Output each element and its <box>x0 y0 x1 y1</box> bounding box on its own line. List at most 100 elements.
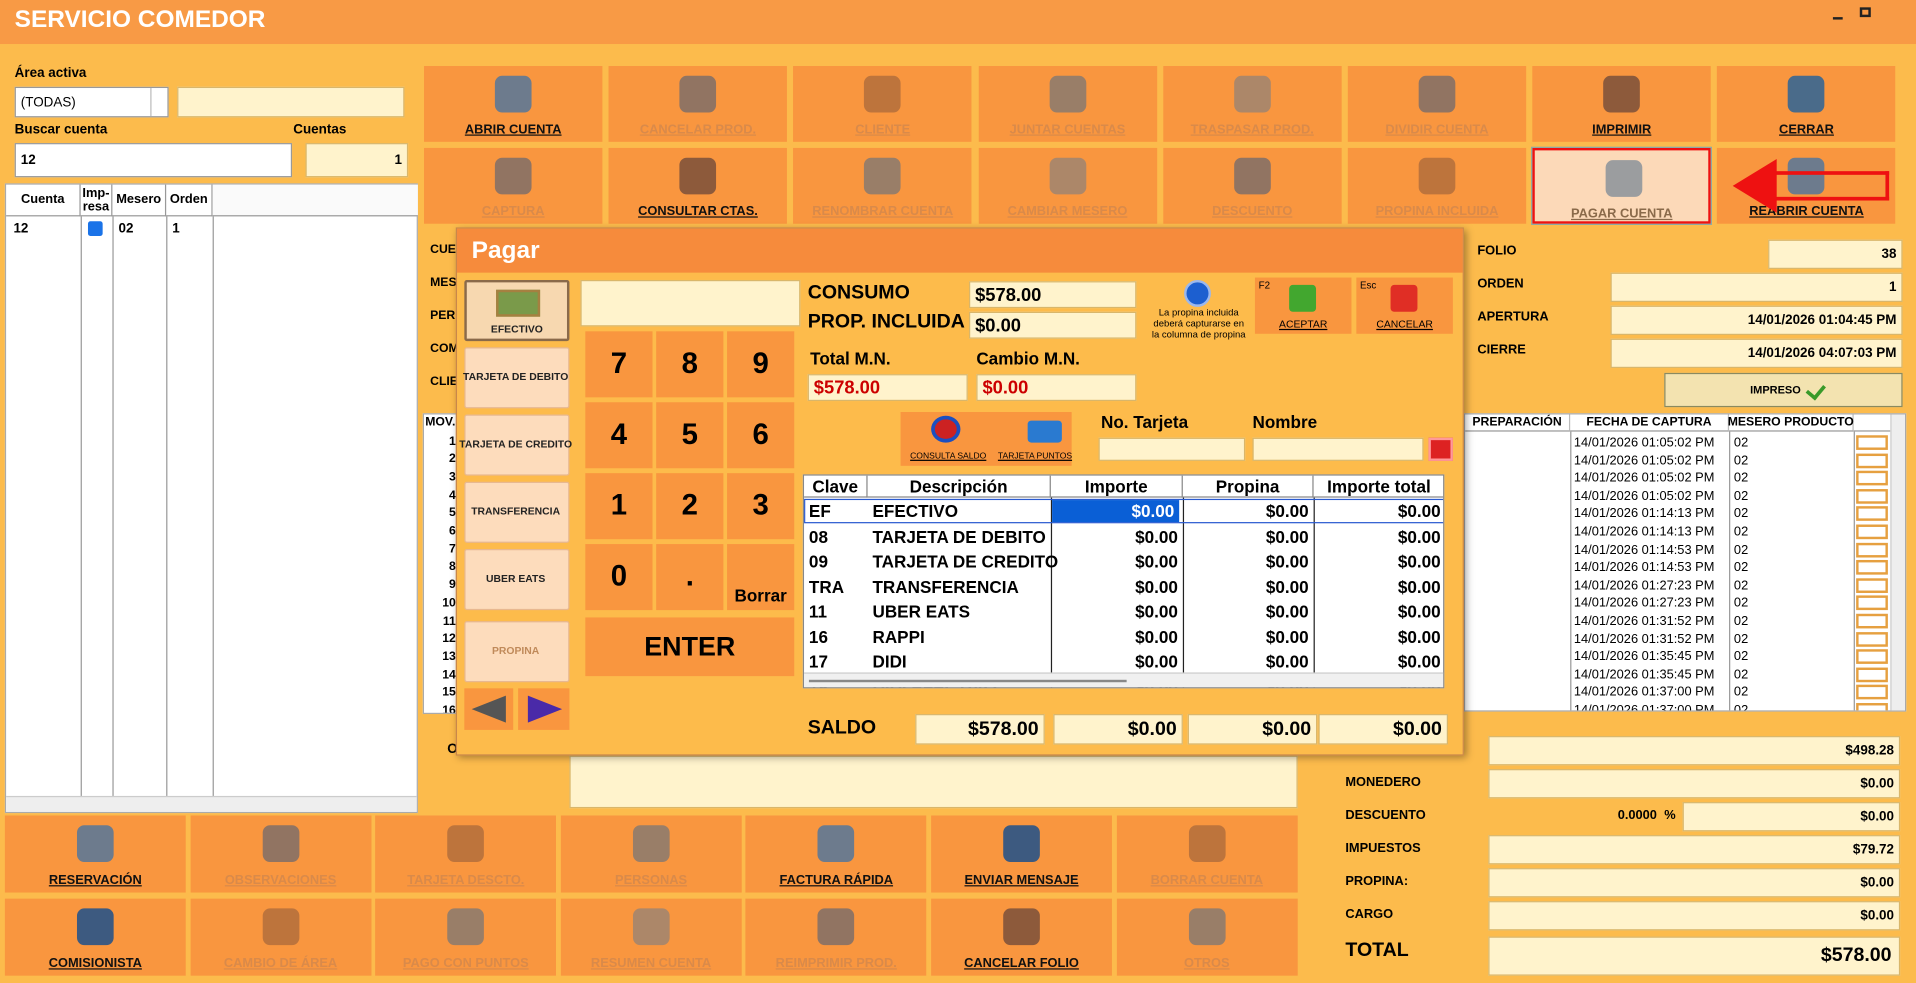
payment-method-button[interactable]: TRANSFERENCIA <box>464 481 570 543</box>
keypad-key[interactable]: . <box>656 544 724 611</box>
search-input[interactable]: 12 <box>14 143 293 178</box>
info-value: 14/01/2026 01:04:45 PM <box>1610 305 1903 336</box>
cell: 02 <box>1733 560 1749 575</box>
cell: $0.00 <box>1265 626 1309 647</box>
toolbar-button[interactable]: PAGO CON PUNTOS <box>375 898 557 976</box>
keypad-key[interactable]: 8 <box>656 331 724 398</box>
keypad-key[interactable]: 7 <box>585 331 653 398</box>
row-box <box>1856 649 1888 665</box>
keypad-key[interactable]: 5 <box>656 402 724 469</box>
impreso-label: IMPRESO <box>1750 383 1801 397</box>
toolbar-button[interactable]: RESUMEN CUENTA <box>560 898 742 976</box>
info-label: ORDEN <box>1477 276 1524 291</box>
button-icon <box>76 825 114 862</box>
row-box <box>1856 667 1888 682</box>
payment-method-button[interactable]: UBER EATS <box>464 548 570 611</box>
toolbar-button[interactable]: COMISIONISTA <box>4 898 186 976</box>
toolbar-button[interactable]: OTROS <box>1116 898 1298 976</box>
toolbar-button[interactable]: TRASPASAR PROD. <box>1163 66 1342 142</box>
amount-input[interactable] <box>580 279 801 327</box>
toolbar-button[interactable]: CAMBIAR MESERO <box>978 147 1157 224</box>
mov-row: 6 <box>448 524 456 538</box>
annotation-arrow-body <box>1774 171 1890 201</box>
toolbar-button[interactable]: BORRAR CUENTA <box>1116 815 1298 893</box>
toolbar-button[interactable]: CANCELAR PROD. <box>608 66 788 142</box>
toolbar-button[interactable]: RENOMBRAR CUENTA <box>793 147 972 224</box>
impreso-button[interactable]: IMPRESO <box>1664 372 1903 408</box>
toolbar-button[interactable]: IMPRIMIR <box>1532 66 1711 142</box>
enter-key[interactable]: ENTER <box>585 617 795 677</box>
nombre-input[interactable] <box>1252 437 1424 461</box>
total-value-text: $0.00 <box>1860 875 1895 891</box>
dialog-title: Pagar <box>471 236 540 264</box>
toolbar-button[interactable]: TARJETA DESCTO. <box>375 815 557 893</box>
keypad-key[interactable]: Borrar <box>727 544 795 611</box>
toolbar-button[interactable]: CONSULTAR CTAS. <box>608 147 788 224</box>
clear-card-button[interactable] <box>1428 437 1453 461</box>
toolbar-button[interactable]: ENVIAR MENSAJE <box>931 815 1112 893</box>
payment-method-button[interactable]: EFECTIVO <box>464 279 570 342</box>
cell: 08 <box>808 526 828 546</box>
cell: 02 <box>1733 649 1749 665</box>
payment-method-button[interactable]: PROPINA <box>464 621 570 683</box>
keypad-key[interactable]: 1 <box>585 473 653 540</box>
keypad-key[interactable]: 4 <box>585 402 653 469</box>
info-value: 14/01/2026 04:07:03 PM <box>1610 338 1903 369</box>
button-label: REABRIR CUENTA <box>1749 204 1864 219</box>
button-icon <box>1233 157 1271 195</box>
toolbar-button[interactable]: DESCUENTO <box>1163 147 1342 224</box>
info-label: FOLIO <box>1477 243 1517 258</box>
toolbar-button[interactable]: CAMBIO DE ÁREA <box>190 898 371 976</box>
cell: $0.00 <box>1397 551 1441 571</box>
toolbar-button[interactable]: CERRAR <box>1717 66 1896 142</box>
toolbar-button[interactable]: CANCELAR FOLIO <box>931 898 1112 976</box>
form-label: CLIE <box>430 375 458 389</box>
keypad-key[interactable]: 3 <box>727 473 795 540</box>
saldo-value: $0.00 <box>1127 718 1177 740</box>
mov-row: 9 <box>448 578 456 592</box>
payment-method-button[interactable]: TARJETA DE CREDITO <box>459 414 572 476</box>
toolbar-button[interactable]: FACTURA RÁPIDA <box>745 815 927 893</box>
button-label: IMPRIMIR <box>1592 122 1652 137</box>
info-value-text: 1 <box>1888 279 1897 295</box>
button-icon <box>262 908 299 946</box>
saldo-box: $0.00 <box>1318 714 1448 745</box>
keypad-key[interactable]: 6 <box>727 402 795 469</box>
toolbar-button[interactable]: CAPTURA <box>424 147 603 224</box>
cell: $0.00 <box>1265 501 1309 521</box>
total-label: PROPINA: <box>1345 874 1409 889</box>
tarjeta-input[interactable] <box>1098 437 1246 461</box>
toolbar-button[interactable]: ABRIR CUENTA <box>424 66 603 142</box>
toolbar-button[interactable]: JUNTAR CUENTAS <box>978 66 1157 142</box>
keypad-key[interactable]: 2 <box>656 473 724 540</box>
mov-row: 12 <box>442 632 456 646</box>
cell: TARJETA DE CREDITO <box>872 551 1059 571</box>
toolbar-button[interactable]: CLIENTE <box>793 66 972 142</box>
mov-row: 3 <box>448 470 456 485</box>
toolbar-button[interactable]: OBSERVACIONES <box>190 815 371 893</box>
toolbar-button[interactable]: DIVIDIR CUENTA <box>1347 66 1527 142</box>
keypad-key[interactable]: 0 <box>585 544 653 611</box>
mov-table: MOV. 1 2 3 4 5 6 7 8 9 10 11 12 13 14 15 16 <box>422 413 460 715</box>
method-label: PROPINA <box>491 644 540 657</box>
pay-dialog: Pagar EFECTIVO TARJETA DE DEBITO TARJETA DE… <box>455 227 1464 756</box>
toolbar-button[interactable]: PERSONAS <box>560 815 742 893</box>
toolbar-button[interactable]: REIMPRIMIR PROD. <box>745 898 927 976</box>
info-label: CIERRE <box>1477 342 1526 358</box>
column-line <box>1182 497 1185 688</box>
toolbar-button[interactable]: RESERVACIÓN <box>4 815 186 893</box>
accept-button[interactable]: F2 ACEPTAR <box>1254 277 1352 334</box>
area-select[interactable]: (TODAS) <box>14 86 169 118</box>
button-label: JUNTAR CUENTAS <box>1009 122 1126 137</box>
toolbar-button[interactable]: PAGAR CUENTA <box>1531 146 1713 225</box>
column-header: Descripción <box>867 475 1051 498</box>
column-header: Orden <box>166 184 213 217</box>
cell: $0.00 <box>1397 651 1441 672</box>
toolbar-button[interactable]: PROPINA INCLUIDA <box>1347 147 1527 224</box>
area-filter[interactable] <box>177 86 405 118</box>
cancel-button[interactable]: Esc CANCELAR <box>1356 277 1453 334</box>
payment-method-button[interactable]: TARJETA DE DEBITO <box>463 347 570 409</box>
consumo-value: $578.00 <box>975 284 1042 306</box>
cell: 14/01/2026 01:14:13 PM <box>1573 524 1715 540</box>
keypad-key[interactable]: 9 <box>727 331 795 398</box>
